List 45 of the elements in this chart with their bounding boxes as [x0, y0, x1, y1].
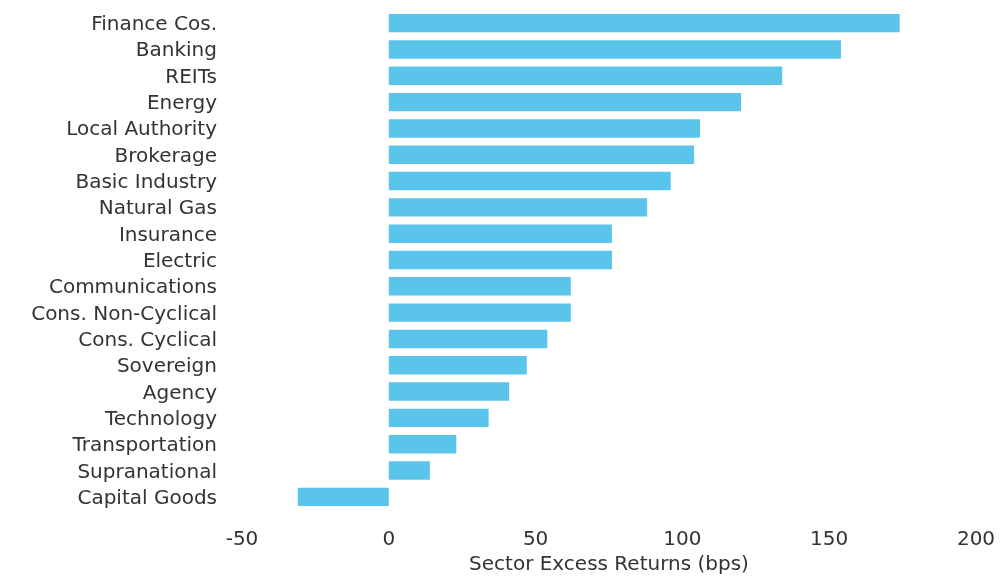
y-tick-label: Basic Industry — [75, 169, 218, 194]
y-tick-label: Natural Gas — [98, 195, 217, 220]
bar — [388, 224, 612, 243]
bar — [388, 303, 571, 322]
bar — [388, 13, 900, 33]
x-tick-label: 150 — [810, 526, 849, 550]
x-axis-title: Sector Excess Returns (bps) — [469, 550, 749, 575]
y-tick-label: Insurance — [118, 221, 217, 246]
bar — [388, 461, 430, 480]
y-tick-label: Electric — [142, 248, 217, 272]
bar — [388, 408, 489, 428]
x-tick-label: 200 — [956, 526, 996, 550]
bar — [388, 40, 841, 59]
y-tick-label: Cons. Non-Cyclical — [31, 300, 217, 325]
y-tick-label: Finance Cos. — [91, 11, 217, 36]
y-tick-label: Agency — [142, 379, 218, 404]
y-tick-label: Technology — [103, 405, 218, 430]
bar — [388, 382, 510, 401]
x-tick-label: 50 — [522, 526, 549, 550]
y-tick-label: Capital Goods — [77, 484, 217, 509]
bar — [388, 277, 571, 296]
x-tick-label: 0 — [382, 526, 396, 550]
bar — [388, 198, 648, 217]
x-tick-label: -50 — [225, 526, 259, 550]
y-tick-label: Energy — [146, 90, 218, 115]
y-tick-label: Local Authority — [66, 116, 218, 141]
bar — [388, 171, 671, 191]
y-tick-label: REITs — [165, 63, 217, 88]
y-tick-label: Communications — [48, 274, 217, 299]
bar — [388, 356, 527, 375]
bar — [388, 435, 457, 454]
bar — [388, 145, 695, 164]
y-tick-label: Transportation — [71, 432, 217, 457]
bar — [388, 66, 783, 85]
y-tick-label: Sovereign — [116, 353, 217, 378]
bar — [297, 487, 389, 507]
y-tick-label: Cons. Cyclical — [78, 326, 217, 351]
y-tick-label: Banking — [135, 37, 217, 62]
y-tick-label: Supranational — [77, 458, 217, 483]
bar — [388, 250, 612, 270]
bar — [388, 119, 701, 138]
bar — [388, 329, 548, 349]
x-tick-label: 100 — [663, 526, 702, 550]
y-tick-label: Brokerage — [114, 142, 217, 167]
bar — [388, 92, 742, 112]
